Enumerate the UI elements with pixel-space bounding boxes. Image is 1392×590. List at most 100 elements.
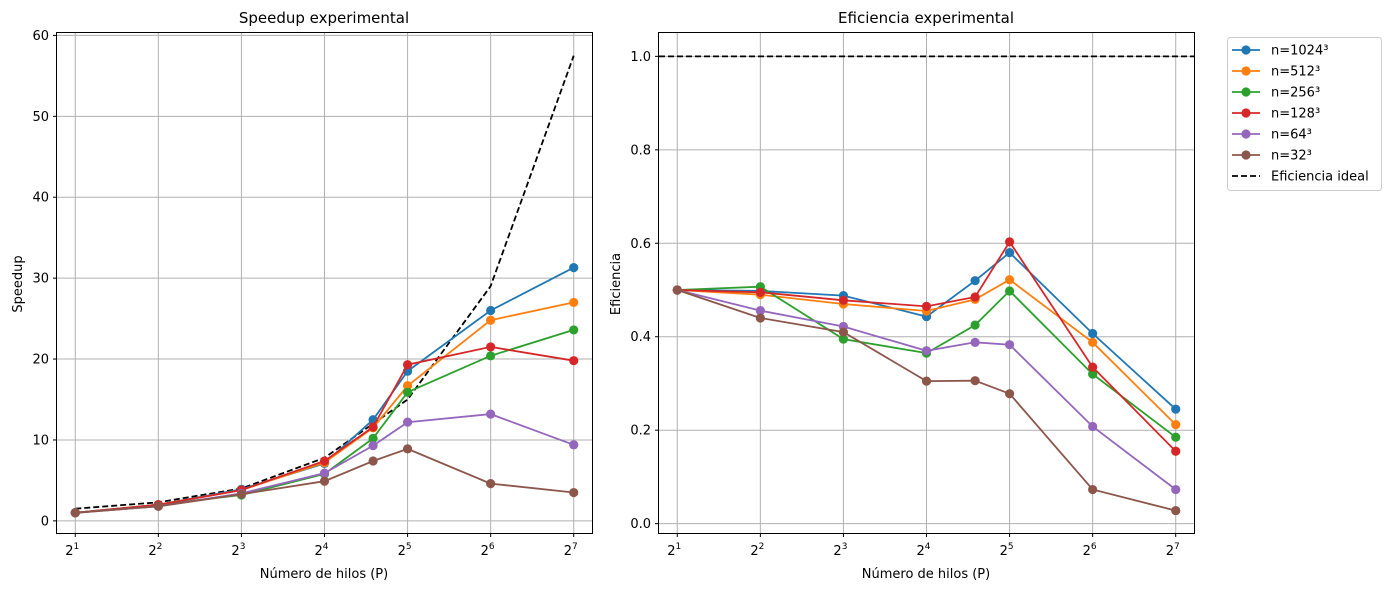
speedup-x-tick-label: 23 [231, 542, 245, 559]
efficiency-point-n-512-cubed [1088, 337, 1098, 347]
efficiency-x-tick-label: 23 [833, 542, 847, 559]
speedup-point-n-256-cubed [569, 325, 579, 335]
legend-marker-n-32-cubed [1241, 150, 1251, 160]
efficiency-x-axis-label: Número de hilos (P) [862, 567, 990, 582]
speedup-point-n-64-cubed [569, 440, 579, 450]
speedup-point-n-32-cubed [368, 456, 378, 466]
speedup-plot-frame [56, 32, 593, 534]
efficiency-grid [659, 33, 1194, 533]
speedup-series [70, 263, 579, 518]
efficiency-point-n-64-cubed [970, 337, 980, 347]
efficiency-point-n-1024-cubed [1088, 328, 1098, 339]
efficiency-point-n-64-cubed [1088, 421, 1098, 432]
efficiency-chart-title: Eficiencia experimental [838, 9, 1014, 27]
efficiency-point-n-64-cubed [1171, 484, 1181, 495]
speedup-point-n-32-cubed [402, 444, 413, 454]
speedup-point-n-128-cubed [402, 360, 413, 370]
efficiency-x-tick-label: 24 [916, 542, 930, 559]
legend: n=1024³ n=512³ n=256³ n=128³ n=64³ n=32³ Efici… [1227, 37, 1382, 191]
efficiency-point-n-128-cubed [1004, 237, 1015, 247]
speedup-point-n-32-cubed [70, 508, 80, 518]
efficiency-point-n-512-cubed [1171, 419, 1181, 430]
speedup-y-tick-label: 20 [32, 353, 49, 368]
speedup-point-n-32-cubed [569, 487, 579, 498]
efficiency-series-line-n-32-cubed [677, 289, 1176, 512]
efficiency-y-axis-label: Eficiencia [609, 253, 624, 315]
efficiency-point-n-32-cubed [921, 376, 932, 386]
speedup-point-n-128-cubed [368, 422, 378, 432]
legend-marker-n-512-cubed [1241, 66, 1251, 76]
efficiency-point-n-128-cubed [921, 301, 932, 311]
efficiency-y-tick-label: 0.2 [630, 424, 651, 439]
legend-frame [1227, 37, 1382, 191]
speedup-point-n-64-cubed [368, 441, 378, 451]
efficiency-point-n-128-cubed [838, 295, 849, 305]
speedup-chart-title: Speedup experimental [239, 9, 409, 27]
efficiency-point-n-256-cubed [1171, 432, 1181, 442]
speedup-x-tick-label: 22 [148, 542, 162, 559]
efficiency-series [672, 237, 1181, 516]
legend-label-n-32-cubed: n=32³ [1271, 149, 1312, 164]
speedup-y-tick-label: 30 [32, 272, 49, 287]
speedup-point-n-32-cubed [319, 476, 330, 486]
legend-label-eficiencia-ideal: Eficiencia ideal [1271, 170, 1369, 185]
speedup-point-n-512-cubed [569, 297, 579, 308]
efficiency-x-tick-label: 26 [1083, 542, 1097, 559]
speedup-y-tick-label: 50 [32, 110, 49, 125]
efficiency-x-tick-label: 27 [1166, 542, 1180, 559]
legend-label-n-1024-cubed: n=1024³ [1271, 44, 1328, 59]
speedup-point-n-64-cubed [319, 468, 330, 478]
efficiency-point-n-256-cubed [970, 320, 980, 330]
efficiency-point-n-64-cubed [1004, 340, 1015, 350]
efficiency-series-line-n-256-cubed [677, 285, 1177, 438]
speedup-point-n-32-cubed [153, 501, 163, 511]
efficiency-point-n-256-cubed [1004, 286, 1015, 296]
legend-marker-n-1024-cubed [1241, 45, 1251, 55]
legend-marker-n-64-cubed [1241, 129, 1251, 139]
speedup-grid [57, 33, 592, 533]
speedup-y-tick-label: 0 [41, 514, 49, 529]
efficiency-y-tick-label: 0.8 [630, 143, 651, 158]
efficiency-point-n-32-cubed [672, 285, 682, 295]
efficiency-point-n-32-cubed [1088, 484, 1098, 495]
speedup-x-tick-label: 25 [398, 542, 412, 559]
speedup-point-n-128-cubed [486, 342, 496, 352]
efficiency-point-n-64-cubed [755, 305, 765, 316]
legend-label-n-64-cubed: n=64³ [1271, 128, 1312, 143]
efficiency-point-n-128-cubed [1088, 362, 1098, 372]
speedup-series-line-n-128-cubed [75, 345, 574, 514]
efficiency-y-tick-label: 0.4 [630, 330, 651, 345]
speedup-x-tick-label: 24 [314, 542, 328, 559]
efficiency-point-n-128-cubed [755, 287, 765, 297]
efficiency-chart: Eficiencia experimental Número de hilos … [609, 9, 1195, 582]
legend-label-n-256-cubed: n=256³ [1271, 86, 1320, 101]
efficiency-series-line-n-64-cubed [677, 289, 1177, 491]
speedup-point-n-512-cubed [486, 315, 496, 325]
speedup-chart: Speedup experimental Número de hilos (P)… [11, 9, 593, 582]
speedup-y-tick-label: 40 [32, 191, 49, 206]
efficiency-point-n-32-cubed [1004, 389, 1015, 399]
speedup-point-n-1024-cubed [569, 263, 579, 273]
legend-entries: n=1024³ n=512³ n=256³ n=128³ n=64³ n=32³ Efici… [1232, 44, 1369, 185]
efficiency-point-n-32-cubed [755, 313, 765, 323]
speedup-point-n-32-cubed [486, 479, 496, 489]
speedup-y-tick-label: 60 [32, 29, 49, 44]
speedup-point-n-32-cubed [236, 489, 247, 499]
efficiency-point-n-512-cubed [1004, 275, 1015, 285]
efficiency-point-n-128-cubed [1171, 446, 1181, 456]
speedup-x-axis-label: Número de hilos (P) [260, 567, 388, 582]
efficiency-point-n-32-cubed [838, 327, 849, 337]
speedup-x-ticks: 21 22 23 24 25 26 27 [65, 533, 578, 559]
efficiency-x-ticks: 21 22 23 24 25 26 27 [667, 533, 1180, 559]
speedup-y-axis-label: Speedup [11, 255, 26, 312]
efficiency-x-tick-label: 25 [1000, 542, 1014, 559]
efficiency-x-tick-label: 21 [667, 542, 681, 559]
speedup-point-n-512-cubed [402, 381, 413, 391]
speedup-point-n-256-cubed [486, 351, 496, 361]
speedup-point-n-256-cubed [402, 387, 413, 397]
speedup-y-ticks: 0 10 20 30 40 50 60 [32, 29, 57, 529]
efficiency-series-line-n-1024-cubed [677, 251, 1177, 410]
efficiency-point-n-1024-cubed [1004, 248, 1015, 258]
efficiency-point-n-64-cubed [921, 346, 932, 356]
